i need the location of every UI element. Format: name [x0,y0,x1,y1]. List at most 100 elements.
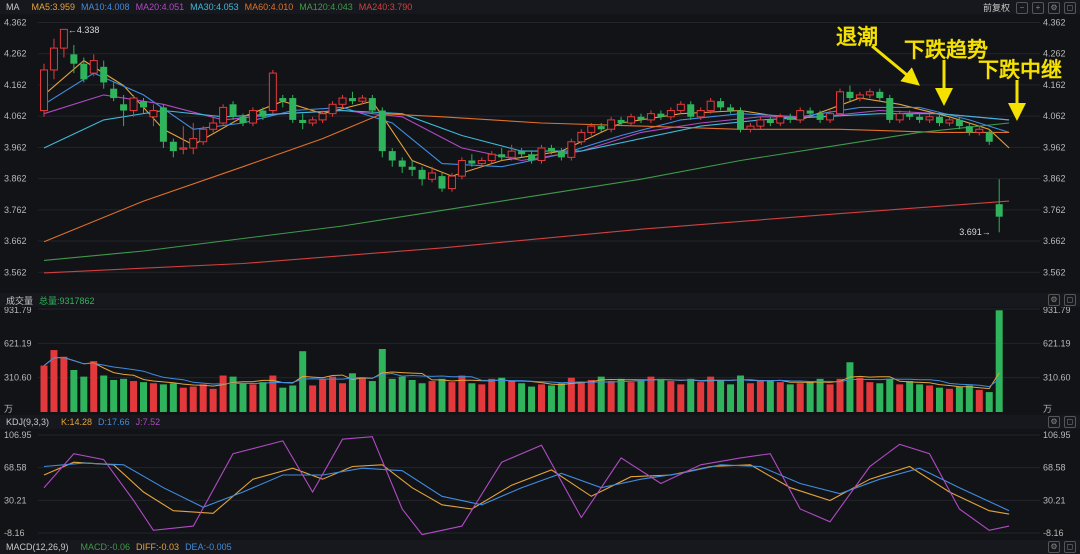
volume-bar [926,385,934,412]
candle-body [945,119,954,124]
candle-body [518,151,526,155]
ma-line-ma10 [43,72,1010,168]
candle-body [299,119,307,124]
macd-title: MACD(12,26,9) [6,542,69,552]
candle-body [199,128,208,143]
candle-body [925,116,934,121]
candle-body [587,125,596,133]
volume-bar [727,384,735,412]
volume-bar [50,350,58,412]
minus-icon[interactable]: − [1016,1,1028,14]
ma-value-3: MA30:4.053 [190,2,239,12]
volume-bar [667,381,675,412]
volume-bar [130,381,138,412]
macd-gear-icon[interactable]: ⚙ [1048,541,1060,553]
plus-icon[interactable]: + [1032,1,1044,14]
kdj-value-2: J:7.52 [135,417,161,427]
macd-expand-icon[interactable]: ◻ [1064,541,1076,553]
candle-body [826,113,835,121]
kdj-tick-right: 106.95 [1043,430,1071,440]
candle-body [547,148,555,152]
volume-bar [388,378,396,412]
candle-body [786,116,794,120]
gear-icon[interactable]: ⚙ [1048,1,1060,14]
candle-body [40,69,48,112]
kdj-line-k [43,461,1010,515]
kdj-expand-icon[interactable]: ◻ [1064,416,1076,428]
volume-bar [647,376,655,412]
kdj-chart[interactable]: 106.95 106.95 68.58 68.58 30.21 30.21 -8.16 -8.… [0,429,1080,540]
volume-tick-right: 310.60 [1043,373,1071,383]
ma-value-5: MA120:4.043 [299,2,353,12]
candle-body [408,166,416,170]
ma-header: MA MA5:3.959 MA10:4.008 MA20:4.051 MA30:4.0… [0,0,1080,14]
fq-label[interactable]: 前复权 [982,3,1010,13]
volume-tick-left: 310.60 [4,373,32,383]
volume-bar [508,381,516,412]
volume-bar [567,377,575,412]
volume-gear-icon[interactable]: ⚙ [1048,294,1060,306]
candle-body [528,154,536,161]
volume-bar [965,385,973,412]
volume-bar [259,382,267,412]
candle-body [468,160,476,164]
ma-line-ma60 [43,113,1010,243]
price-chart[interactable]: 4.362 4.362 4.262 4.262 4.162 4.162 4.062 4.062… [0,14,1080,293]
volume-bar [488,378,496,412]
volume-bar [70,369,78,412]
kdj-tick-left: 30.21 [4,495,27,505]
volume-tick-right: 万 [1043,404,1052,414]
volume-bar [985,392,993,412]
price-tick-right: 3.962 [1043,142,1066,152]
volume-bar [468,383,476,412]
volume-bar [866,382,874,412]
kdj-value-1: D:17.66 [98,417,130,427]
price-tick-left: 4.162 [4,80,27,90]
volume-bar [299,351,307,412]
volume-bar [438,378,446,412]
volume-expand-icon[interactable]: ◻ [1064,294,1076,306]
candle-body [477,159,486,165]
candle-body [727,107,735,111]
volume-bar [687,378,695,412]
volume-bar [816,378,824,412]
volume-bar [995,310,1003,412]
candle-body [507,150,516,158]
price-tick-right: 3.662 [1043,236,1066,246]
volume-bar [856,377,864,412]
candle-body [737,110,744,130]
volume-bar [120,378,128,412]
kdj-tick-right: -8.16 [1043,528,1064,538]
kdj-tick-left: -8.16 [4,528,25,538]
volume-bar [80,376,88,412]
volume-bar [269,375,277,412]
candle-body [378,110,386,152]
volume-bar [189,386,197,412]
kdj-gear-icon[interactable]: ⚙ [1048,416,1060,428]
volume-bar [159,384,167,412]
candle-body [687,104,695,117]
candle-body [717,101,725,108]
annotation-xiadie-zhongji: 下跌中继 [978,59,1062,82]
candle-body [80,63,88,80]
candle-body [796,110,805,121]
expand-icon[interactable]: ◻ [1064,1,1076,14]
volume-chart[interactable]: 931.79 931.79 621.19 621.19 310.60 310.60 万 万 [0,307,1080,415]
candle-body [886,98,894,120]
volume-bar [229,376,237,412]
volume-bar [209,388,217,412]
volume-bar [945,388,953,412]
volume-tick-left: 931.79 [4,307,32,315]
candle-body [706,100,715,112]
volume-bar [587,379,595,412]
candle-body [936,116,943,124]
candle-body [557,151,565,158]
candle-body [259,110,267,117]
volume-bar [627,382,635,412]
volume-bar [876,383,884,412]
candle-body [617,119,625,124]
candle-body [627,116,636,124]
volume-bar [577,382,585,412]
candle-body [189,138,198,149]
kdj-title: KDJ(9,3,3) [6,417,50,427]
